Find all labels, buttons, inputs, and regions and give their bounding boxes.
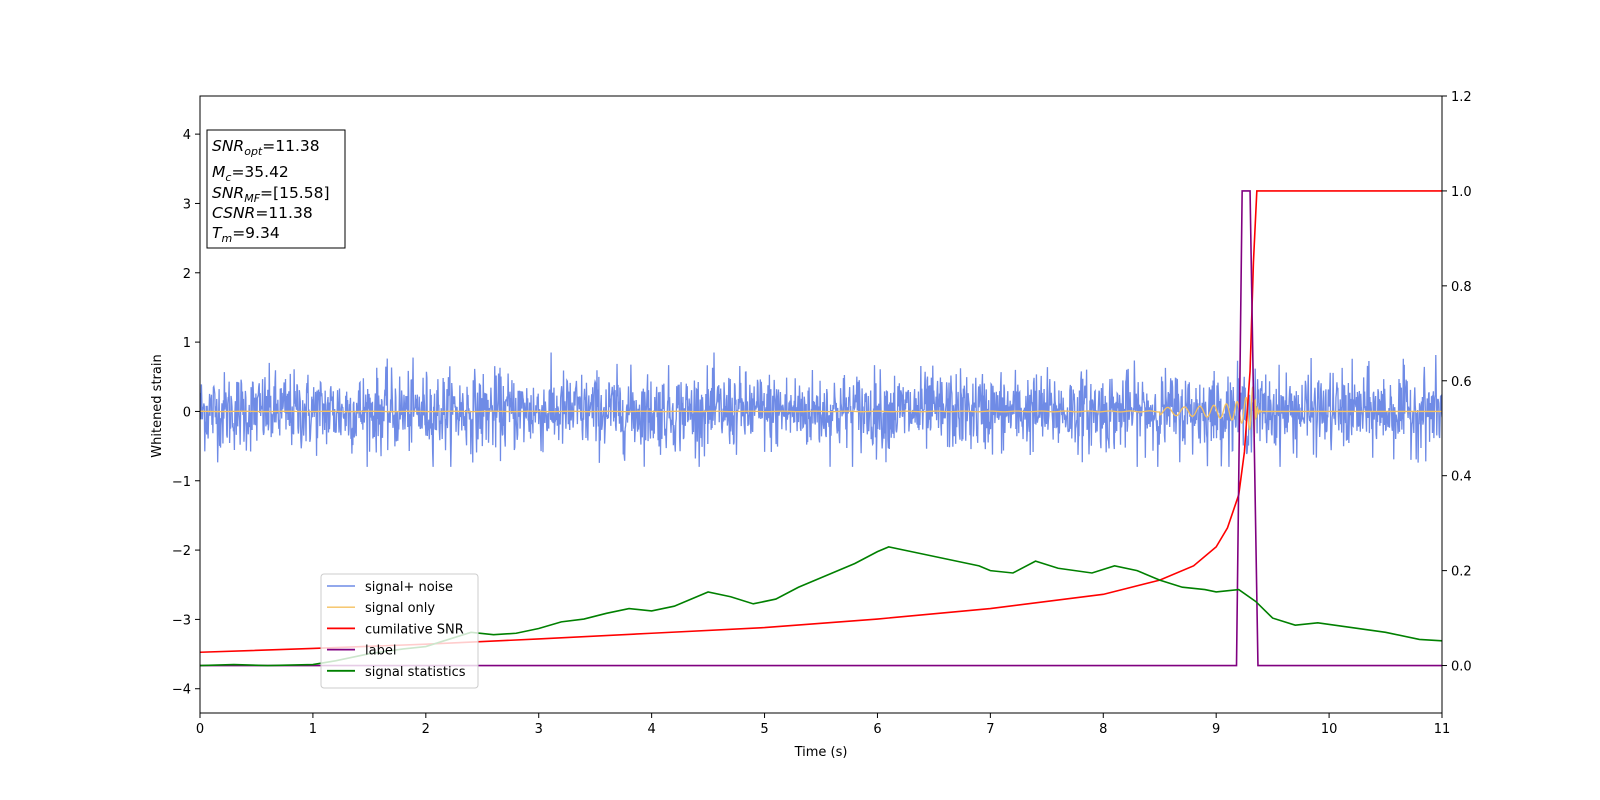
x-tick-label: 6 [873,722,881,737]
x-tick-label: 9 [1212,722,1220,737]
x-tick-label: 0 [196,722,204,737]
axes: 0 1 2 3 4 5 6 7 8 9 10 1143210−1−2−3−41.21.00.80.60… [172,90,1472,737]
series-line-cumilative-snr [200,190,1442,654]
annotation-line: Mc=35.42 [212,163,289,184]
y-tick-label-left: 4 [183,128,191,143]
legend-label: signal+ noise [365,580,453,595]
y-tick-label-right: 0.8 [1451,280,1472,295]
y-axis-title: Whitened strain [150,354,165,457]
y-tick-label-right: 0.0 [1451,660,1472,675]
series-line-signal-only [200,386,1442,438]
series-line-label [200,190,1442,667]
x-axis-title: Time (s) [794,745,848,760]
x-tick-label: 7 [986,722,994,737]
y-tick-label-left: 0 [183,405,191,420]
x-tick-label: 8 [1099,722,1107,737]
x-tick-label: 10 [1321,722,1338,737]
series-line-signal-noise [200,352,1442,467]
x-tick-label: 4 [647,722,655,737]
y-tick-label-left: −4 [172,683,191,698]
y-tick-label-right: 1.0 [1451,185,1472,200]
annotation-box: SNRopt=11.38 Mc=35.42SNRMF=[15.58]CSNR=11… [206,129,346,249]
legend-label: signal statistics [365,665,466,680]
x-tick-label: 3 [535,722,543,737]
annotation-line: Tm=9.34 [212,224,280,245]
y-tick-label-left: 1 [183,336,191,351]
y-tick-label-right: 1.2 [1451,90,1472,105]
y-tick-label-left: −1 [172,475,191,490]
annotation-line: SNRopt=11.38 [212,137,320,158]
x-tick-label: 1 [309,722,317,737]
annotation-line: CSNR=11.38 [212,204,313,222]
y-tick-label-left: −2 [172,544,191,559]
legend-label: cumilative SNR [365,622,464,637]
legend-label: signal only [365,601,435,616]
y-tick-label-left: 2 [183,267,191,282]
legend: signal+ noise signal only cumilative SNR la… [320,573,479,689]
y-tick-label-left: 3 [183,197,191,212]
y-tick-label-right: 0.2 [1451,565,1472,580]
axes-frame [199,95,1443,714]
x-tick-label: 5 [760,722,768,737]
x-tick-label: 2 [422,722,430,737]
annotation-line: SNRMF=[15.58] [212,184,330,205]
x-tick-label: 11 [1434,722,1451,737]
legend-box [320,573,479,689]
legend-label: label [365,644,396,659]
annotation-frame [206,129,346,249]
y-tick-label-left: −3 [172,613,191,628]
plot-area [200,190,1442,667]
y-tick-label-right: 0.4 [1451,470,1472,485]
y-tick-label-right: 0.6 [1451,375,1472,390]
